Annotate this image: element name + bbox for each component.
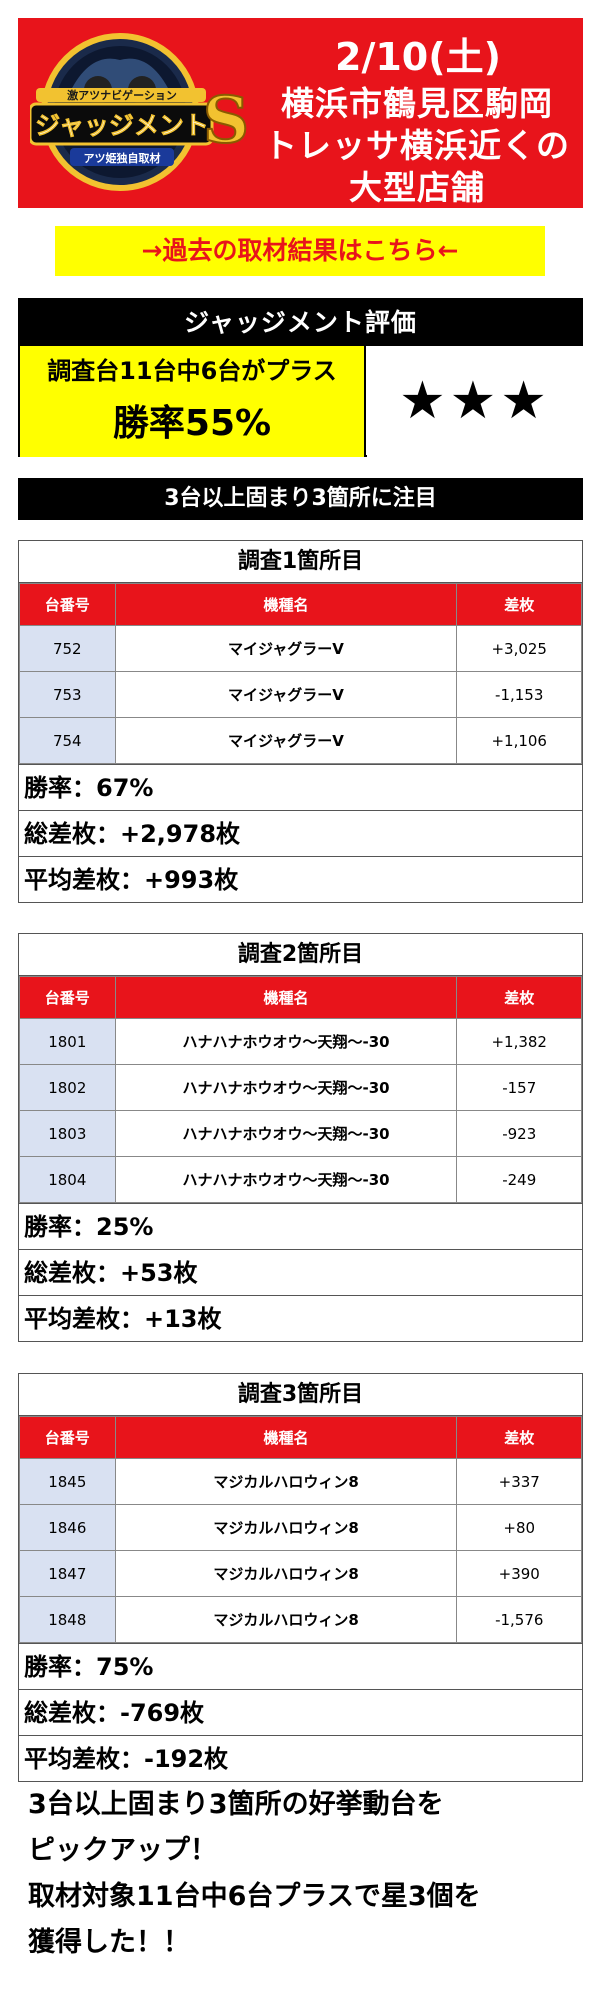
coin-difference: +1,382	[456, 1018, 582, 1065]
column-header-model: 機種名	[114, 1416, 458, 1459]
machine-model: マイジャグラーV	[114, 717, 458, 764]
past-results-link[interactable]: →過去の取材結果はこちら←	[55, 226, 545, 276]
survey-table: 台番号 機種名 差枚 1845 マジカルハロウィン8 +337 1846 マジカ…	[19, 1416, 582, 1643]
coin-difference: -1,576	[456, 1596, 582, 1643]
table-row: 1804 ハナハナホウオウ〜天翔〜‐30 -249	[19, 1156, 582, 1203]
machine-number: 1801	[19, 1018, 116, 1065]
column-header-number: 台番号	[19, 1416, 116, 1459]
survey-win-rate: 勝率：75%	[19, 1643, 582, 1689]
column-header-diff: 差枚	[456, 583, 582, 626]
table-header-row: 台番号 機種名 差枚	[19, 1416, 582, 1459]
coin-difference: -157	[456, 1064, 582, 1111]
header-date: 2/10(土)	[335, 35, 501, 79]
coin-difference: -249	[456, 1156, 582, 1203]
header-location-line-3: 大型店舗	[349, 168, 485, 207]
machine-model: ハナハナホウオウ〜天翔〜‐30	[114, 1064, 458, 1111]
logo-bottom-text: アツ姫独自取材	[84, 151, 161, 165]
table-row: 1801 ハナハナホウオウ〜天翔〜‐30 +1,382	[19, 1018, 582, 1065]
coin-difference: +3,025	[456, 625, 582, 672]
survey-block-2: 調査2箇所目 台番号 機種名 差枚 1801 ハナハナホウオウ〜天翔〜‐30 +…	[18, 933, 583, 1342]
survey-table: 台番号 機種名 差枚 1801 ハナハナホウオウ〜天翔〜‐30 +1,382 1…	[19, 976, 582, 1203]
table-row: 752 マイジャグラーV +3,025	[19, 625, 582, 672]
table-row: 1802 ハナハナホウオウ〜天翔〜‐30 -157	[19, 1064, 582, 1111]
coin-difference: -1,153	[456, 671, 582, 718]
survey-total-diff: 総差枚：-769枚	[19, 1689, 582, 1735]
evaluation-summary-cell: 調査台11台中6台がプラス 勝率55%	[20, 346, 366, 457]
header-location-line-2: トレッサ横浜近くの	[264, 126, 570, 165]
coin-difference: +337	[456, 1458, 582, 1505]
machine-number: 1846	[19, 1504, 116, 1551]
machine-model: ハナハナホウオウ〜天翔〜‐30	[114, 1018, 458, 1065]
survey-total-diff: 総差枚：+2,978枚	[19, 810, 582, 856]
machine-model: ハナハナホウオウ〜天翔〜‐30	[114, 1156, 458, 1203]
header-location-line-1: 横浜市鶴見区駒岡	[281, 84, 553, 123]
evaluation-stars: ★★★	[367, 346, 583, 457]
survey-title: 調査3箇所目	[19, 1374, 582, 1416]
machine-model: マジカルハロウィン8	[114, 1550, 458, 1597]
table-header-row: 台番号 機種名 差枚	[19, 976, 582, 1019]
survey-win-rate: 勝率：25%	[19, 1203, 582, 1249]
table-header-row: 台番号 機種名 差枚	[19, 583, 582, 626]
machine-number: 1804	[19, 1156, 116, 1203]
footer-line: 獲得した！！	[28, 1927, 190, 1958]
table-row: 754 マイジャグラーV +1,106	[19, 717, 582, 764]
coin-difference: +1,106	[456, 717, 582, 764]
survey-title: 調査1箇所目	[19, 541, 582, 583]
judgement-s-logo: 激アツナビゲーション ジャッジメント S アツ姫独自取材	[30, 33, 248, 191]
footer-summary: 3台以上固まり3箇所の好挙動台を ピックアップ！ 取材対象11台中6台プラスで星…	[28, 1782, 588, 1966]
footer-line: 3台以上固まり3箇所の好挙動台を	[28, 1789, 444, 1820]
machine-model: ハナハナホウオウ〜天翔〜‐30	[114, 1110, 458, 1157]
machine-number: 753	[19, 671, 116, 718]
logo-top-text: 激アツナビゲーション	[67, 88, 177, 102]
table-row: 1846 マジカルハロウィン8 +80	[19, 1504, 582, 1551]
machine-number: 752	[19, 625, 116, 672]
logo-s-letter: S	[203, 83, 248, 158]
survey-average-diff: 平均差枚：+13枚	[19, 1295, 582, 1341]
machine-number: 1847	[19, 1550, 116, 1597]
machine-number: 754	[19, 717, 116, 764]
machine-model: マイジャグラーV	[114, 671, 458, 718]
evaluation-box: ジャッジメント評価 調査台11台中6台がプラス 勝率55% ★★★	[18, 298, 583, 457]
survey-block-1: 調査1箇所目 台番号 機種名 差枚 752 マイジャグラーV +3,025 75…	[18, 540, 583, 903]
table-row: 1847 マジカルハロウィン8 +390	[19, 1550, 582, 1597]
machine-model: マジカルハロウィン8	[114, 1458, 458, 1505]
machine-number: 1803	[19, 1110, 116, 1157]
survey-title: 調査2箇所目	[19, 934, 582, 976]
survey-average-diff: 平均差枚：-192枚	[19, 1735, 582, 1781]
coin-difference: +390	[456, 1550, 582, 1597]
survey-win-rate: 勝率：67%	[19, 764, 582, 810]
footer-line: 取材対象11台中6台プラスで星3個を	[28, 1881, 481, 1912]
evaluation-title: ジャッジメント評価	[20, 300, 581, 346]
column-header-diff: 差枚	[456, 976, 582, 1019]
survey-average-diff: 平均差枚：+993枚	[19, 856, 582, 902]
header-banner: 激アツナビゲーション ジャッジメント S アツ姫独自取材 2/10(土) 横浜市…	[18, 18, 583, 208]
machine-number: 1848	[19, 1596, 116, 1643]
coin-difference: -923	[456, 1110, 582, 1157]
table-row: 1845 マジカルハロウィン8 +337	[19, 1458, 582, 1505]
machine-model: マジカルハロウィン8	[114, 1596, 458, 1643]
survey-block-3: 調査3箇所目 台番号 機種名 差枚 1845 マジカルハロウィン8 +337 1…	[18, 1373, 583, 1782]
table-row: 753 マイジャグラーV -1,153	[19, 671, 582, 718]
table-row: 1848 マジカルハロウィン8 -1,576	[19, 1596, 582, 1643]
evaluation-win-rate: 勝率55%	[112, 403, 272, 444]
evaluation-summary: 調査台11台中6台がプラス	[47, 357, 337, 385]
survey-table: 台番号 機種名 差枚 752 マイジャグラーV +3,025 753 マイジャグ…	[19, 583, 582, 764]
machine-model: マイジャグラーV	[114, 625, 458, 672]
column-header-diff: 差枚	[456, 1416, 582, 1459]
column-header-number: 台番号	[19, 976, 116, 1019]
table-row: 1803 ハナハナホウオウ〜天翔〜‐30 -923	[19, 1110, 582, 1157]
column-header-model: 機種名	[114, 583, 458, 626]
column-header-model: 機種名	[114, 976, 458, 1019]
logo-main-text: ジャッジメント	[35, 111, 209, 140]
column-header-number: 台番号	[19, 583, 116, 626]
notice-banner: 3台以上固まり3箇所に注目	[18, 478, 583, 520]
machine-model: マジカルハロウィン8	[114, 1504, 458, 1551]
machine-number: 1802	[19, 1064, 116, 1111]
coin-difference: +80	[456, 1504, 582, 1551]
survey-total-diff: 総差枚：+53枚	[19, 1249, 582, 1295]
footer-line: ピックアップ！	[28, 1835, 217, 1866]
machine-number: 1845	[19, 1458, 116, 1505]
